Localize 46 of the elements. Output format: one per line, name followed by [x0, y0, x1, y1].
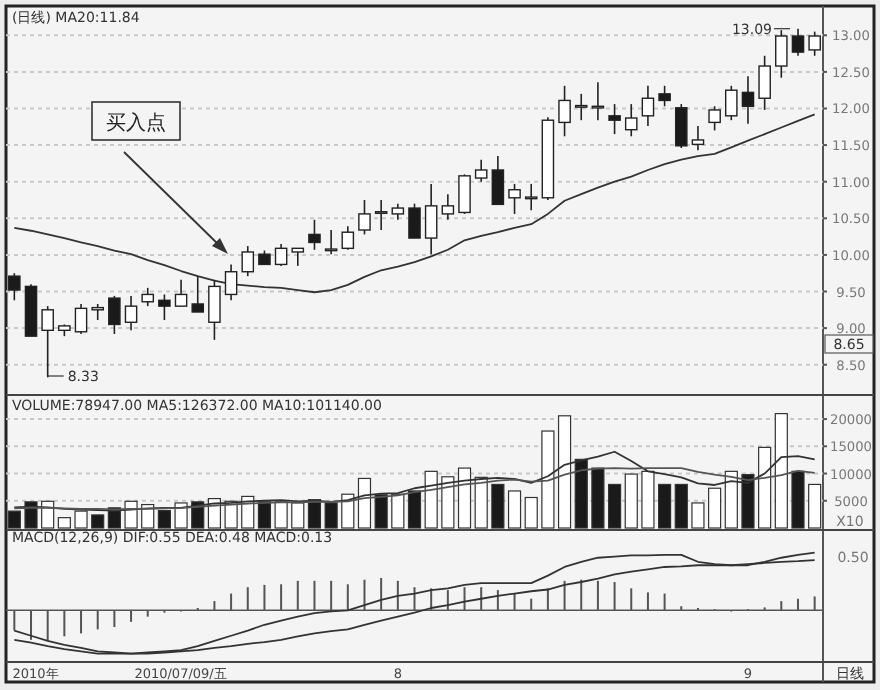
candlestick	[108, 295, 121, 335]
candlestick	[741, 75, 755, 125]
candlestick	[641, 85, 655, 127]
candlestick	[291, 247, 305, 267]
candlestick	[358, 199, 371, 236]
candlestick	[208, 279, 221, 341]
candlestick	[41, 305, 54, 378]
candlestick	[708, 105, 721, 132]
candlestick	[574, 93, 588, 121]
candlestick	[508, 183, 521, 215]
candlestick	[808, 30, 821, 57]
candlestick	[725, 85, 738, 121]
candlestick	[91, 303, 104, 321]
candlestick	[591, 81, 605, 121]
candlestick	[274, 243, 288, 267]
candlestick	[624, 103, 638, 138]
candlestick	[174, 279, 188, 307]
candlestick	[524, 183, 538, 212]
candlestick	[241, 245, 255, 277]
candlestick	[558, 85, 571, 138]
candlestick	[308, 218, 321, 251]
candlestick	[224, 263, 238, 302]
candlestick	[608, 103, 621, 135]
line-series	[13, 113, 816, 294]
candlestick	[341, 225, 355, 251]
candlestick	[374, 199, 388, 231]
candlestick	[491, 155, 505, 206]
candlestick	[474, 158, 488, 183]
candlestick	[74, 303, 88, 335]
annotation: 买入点	[106, 111, 166, 135]
candlestick	[775, 29, 788, 79]
line-series	[13, 467, 816, 511]
candlestick	[158, 293, 171, 321]
candlestick	[424, 183, 438, 255]
candlestick	[791, 27, 805, 57]
candlestick	[658, 85, 671, 108]
candlestick	[408, 202, 421, 239]
candlestick	[458, 173, 471, 215]
candlestick	[191, 275, 205, 313]
candlestick	[674, 103, 688, 149]
candlestick	[324, 229, 338, 255]
candlestick	[141, 287, 155, 307]
candlestick	[691, 125, 705, 152]
candlestick	[124, 295, 138, 332]
candlestick	[758, 54, 771, 111]
candlestick	[441, 193, 455, 221]
